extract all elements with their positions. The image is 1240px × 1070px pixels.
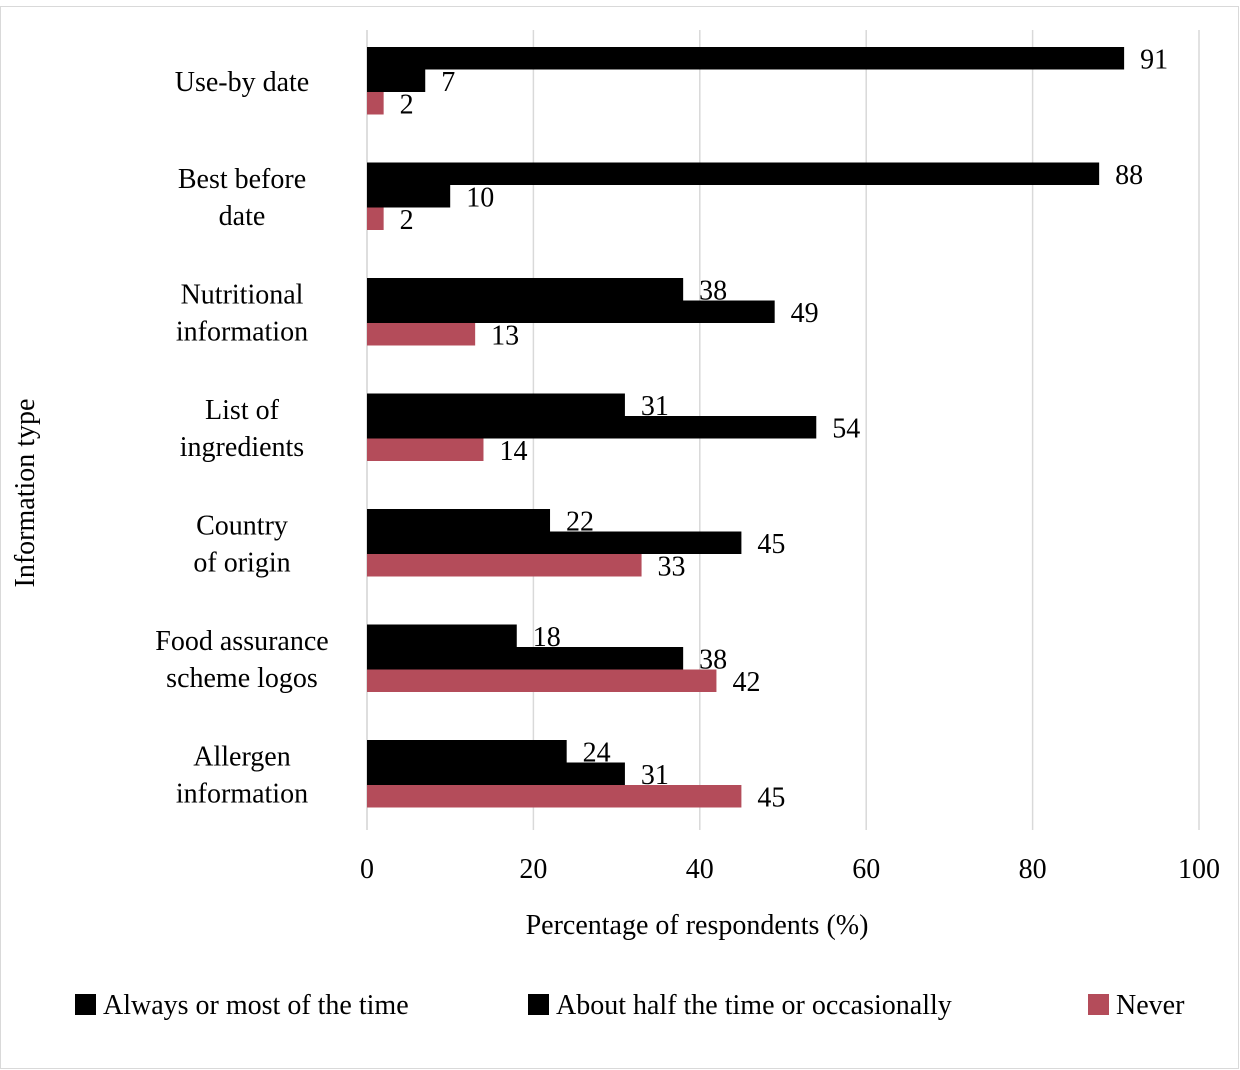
category-label: information <box>176 316 308 347</box>
category-label: scheme logos <box>166 663 318 694</box>
bar <box>367 554 642 577</box>
bar <box>367 47 1125 70</box>
x-tick-labels: 0 20 40 60 80 100 <box>360 854 1220 885</box>
data-label: 49 <box>791 298 819 329</box>
legend: Always or most of the time About half the… <box>75 990 1185 1021</box>
legend-label: Never <box>1116 990 1185 1021</box>
legend-label: About half the time or occasionally <box>556 990 952 1021</box>
category-label: Use-by date <box>175 67 310 98</box>
x-tick-label: 100 <box>1178 854 1220 885</box>
bar <box>367 438 484 461</box>
x-tick-label: 0 <box>360 854 374 885</box>
bar <box>367 92 384 115</box>
bar <box>367 624 517 647</box>
bar <box>367 669 717 692</box>
bar <box>367 762 625 785</box>
data-label: 14 <box>499 436 527 467</box>
data-label: 42 <box>732 667 760 698</box>
bar <box>367 207 384 230</box>
x-tick-label: 20 <box>519 854 547 885</box>
x-axis-title: Percentage of respondents (%) <box>526 910 869 941</box>
category-label: of origin <box>193 547 290 578</box>
category-labels: Use-by date Best before date Nutritional inf… <box>155 67 328 810</box>
bar <box>367 647 684 670</box>
bar <box>367 785 742 808</box>
category-label: Country <box>196 510 288 541</box>
data-label: 45 <box>757 529 785 560</box>
category-label: Allergen <box>193 741 290 772</box>
category-label: Food assurance <box>155 626 328 657</box>
x-tick-label: 40 <box>686 854 714 885</box>
bar <box>367 531 742 554</box>
data-label: 13 <box>491 320 519 351</box>
data-label: 88 <box>1115 160 1143 191</box>
legend-swatch <box>1088 994 1109 1015</box>
bar <box>367 740 567 763</box>
data-label: 45 <box>757 782 785 813</box>
category-label: Best before <box>178 164 306 195</box>
category-label: ingredients <box>180 432 304 463</box>
bar <box>367 162 1100 185</box>
x-tick-label: 80 <box>1019 854 1047 885</box>
data-label: 2 <box>400 205 414 236</box>
y-axis-title: Information type <box>10 399 41 588</box>
bar <box>367 185 451 208</box>
category-label: date <box>219 201 266 232</box>
category-label: List of <box>205 395 280 426</box>
bar <box>367 300 775 323</box>
data-label: 91 <box>1140 44 1168 75</box>
legend-label: Always or most of the time <box>103 990 409 1021</box>
legend-swatch <box>75 994 96 1015</box>
category-label: Nutritional <box>181 279 304 310</box>
data-label: 54 <box>832 413 860 444</box>
legend-swatch <box>528 994 549 1015</box>
bar <box>367 69 426 92</box>
bar <box>367 509 551 532</box>
data-label: 7 <box>441 67 455 98</box>
bar <box>367 278 684 301</box>
data-label: 2 <box>400 89 414 120</box>
bar <box>367 323 476 346</box>
bar <box>367 393 625 416</box>
category-label: information <box>176 778 308 809</box>
data-label: 10 <box>466 182 494 213</box>
data-label: 33 <box>658 551 686 582</box>
bar <box>367 416 817 439</box>
x-tick-label: 60 <box>852 854 880 885</box>
